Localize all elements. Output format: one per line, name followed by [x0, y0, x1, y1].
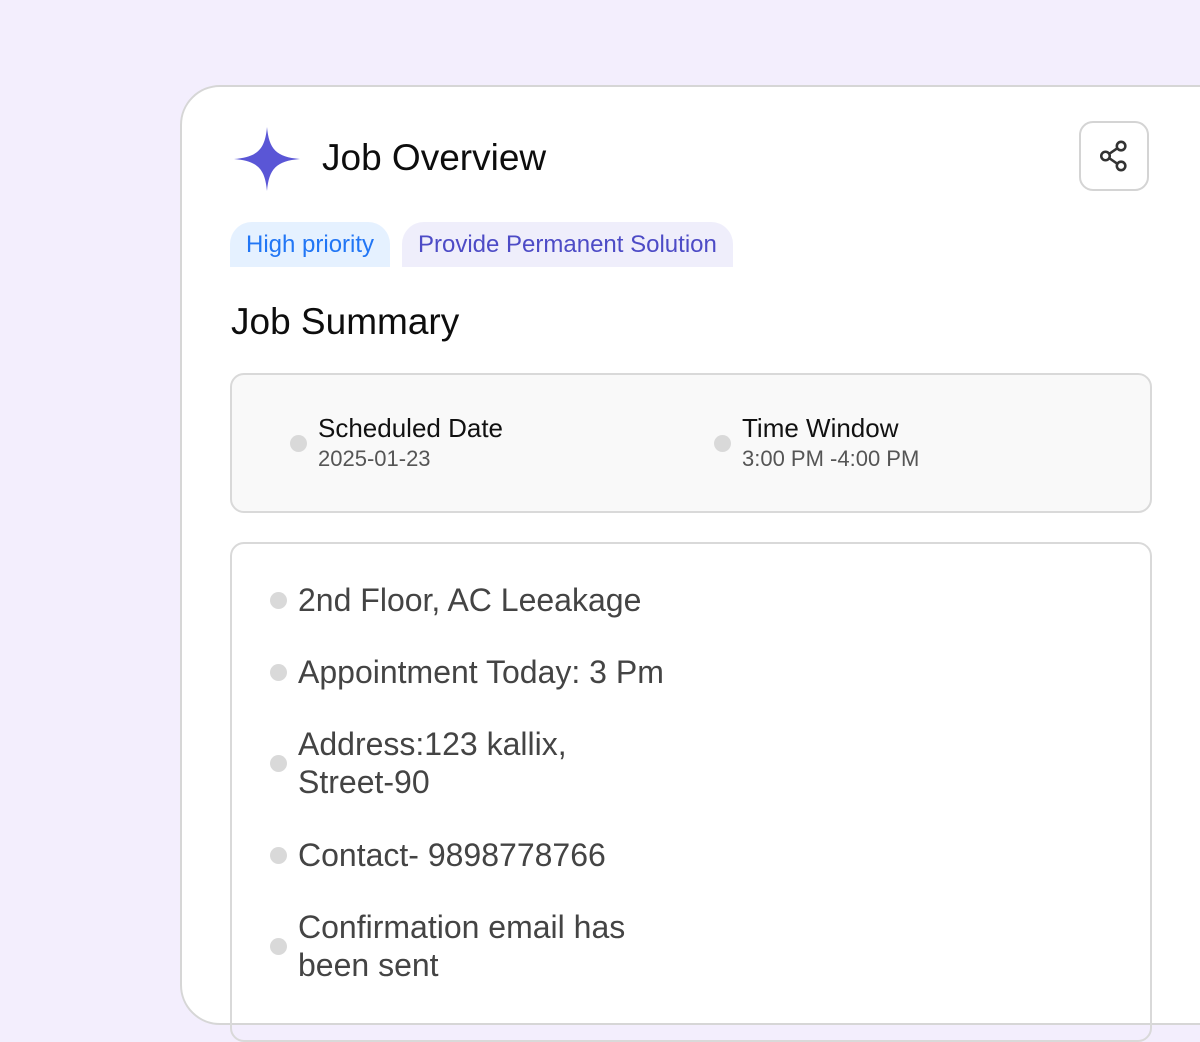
bullet	[270, 592, 287, 609]
section-title: Job Summary	[231, 301, 460, 342]
schedule-box: Scheduled Date 2025-01-23 Time Window 3:…	[230, 373, 1152, 513]
time-window-label: Time Window	[742, 413, 899, 443]
time-window: Time Window 3:00 PM -4:00 PM	[714, 413, 920, 472]
bullet	[270, 938, 287, 955]
list-item-text: Confirmation email has been sent	[298, 909, 626, 983]
job-overview-card: Job Overview High priority Provide Perma…	[180, 85, 1200, 1042]
details-box: 2nd Floor, AC Leeakage Appointment Today…	[230, 542, 1152, 1042]
list-item: 2nd Floor, AC Leeakage	[270, 581, 642, 619]
bullet	[714, 435, 731, 452]
scheduled-date: Scheduled Date 2025-01-23	[290, 413, 504, 472]
share-button[interactable]	[1079, 121, 1149, 191]
sparkle-icon	[234, 127, 300, 191]
list-item: Appointment Today: 3 Pm	[270, 653, 664, 691]
bullet	[270, 755, 287, 772]
list-item-text: Appointment Today: 3 Pm	[298, 654, 664, 690]
share-icon	[1099, 140, 1127, 172]
list-item: Confirmation email has been sent	[270, 908, 626, 984]
bullet	[290, 435, 307, 452]
list-item: Contact- 9898778766	[270, 836, 606, 874]
scheduled-date-value: 2025-01-23	[318, 446, 431, 471]
list-item-text: Contact- 9898778766	[298, 837, 606, 873]
bullet	[270, 664, 287, 681]
tag-permanent-solution: Provide Permanent Solution	[402, 222, 733, 267]
page-title: Job Overview	[322, 137, 547, 178]
bullet	[270, 847, 287, 864]
time-window-value: 3:00 PM -4:00 PM	[742, 446, 920, 471]
list-item-text: Address:123 kallix, Street-90	[298, 726, 567, 800]
list-item-text: 2nd Floor, AC Leeakage	[298, 582, 642, 618]
list-item: Address:123 kallix, Street-90	[270, 725, 567, 801]
scheduled-date-label: Scheduled Date	[318, 413, 504, 443]
tag-high-priority: High priority	[230, 222, 391, 267]
